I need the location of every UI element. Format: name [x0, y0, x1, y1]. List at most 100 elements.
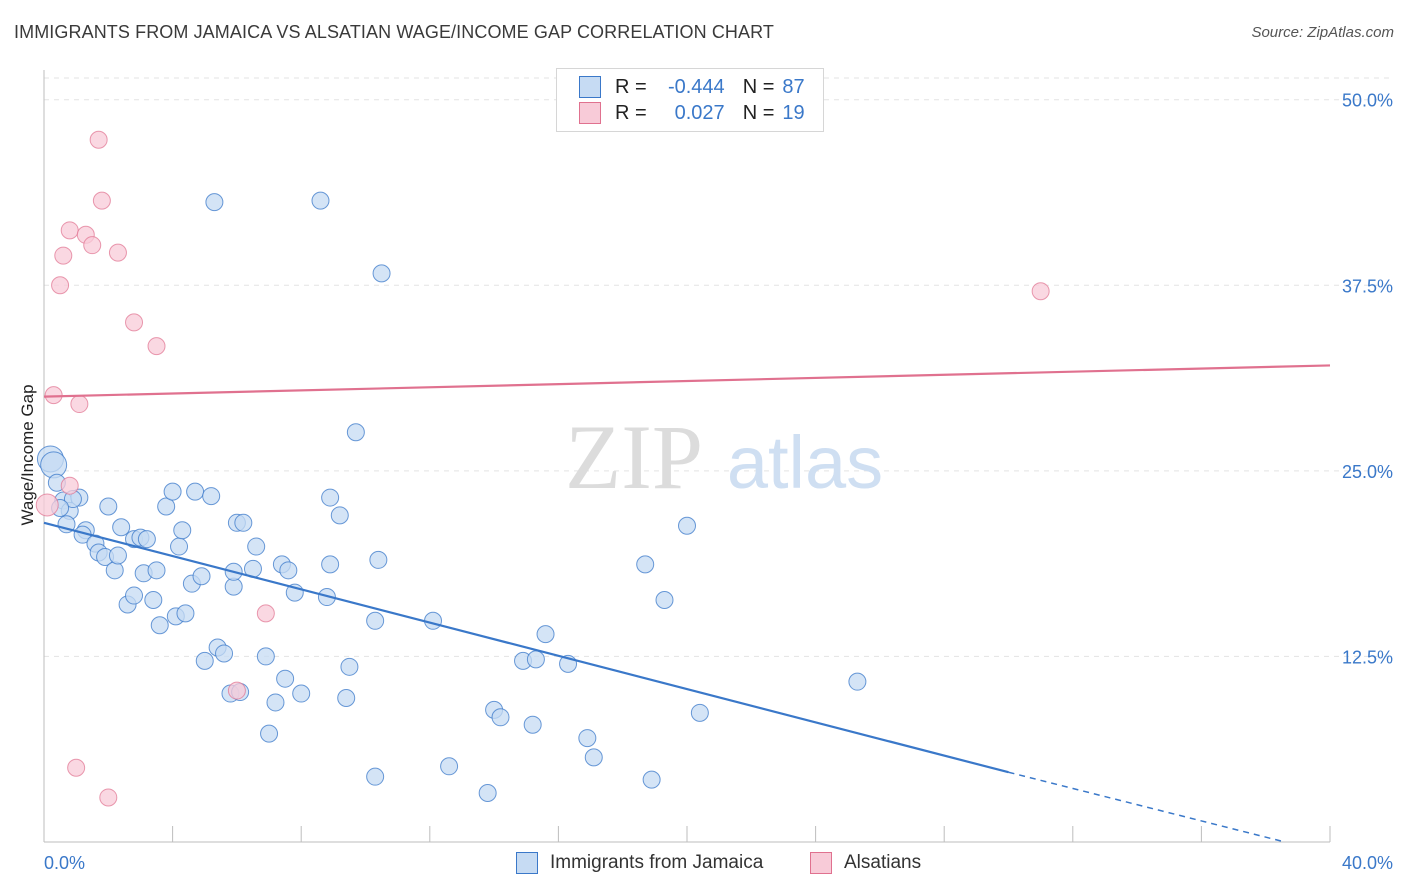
jamaica-point — [137, 530, 156, 549]
legend-n-value-jamaica: 87 — [782, 75, 805, 98]
series-label-jamaica: Immigrants from Jamaica — [550, 852, 764, 873]
legend-n-label: N = — [742, 101, 775, 124]
alsatian-point — [125, 313, 144, 332]
jamaica-point — [157, 497, 176, 516]
jamaica-point — [526, 650, 545, 669]
legend-r-label: R = — [615, 75, 647, 98]
jamaica-point — [195, 651, 214, 670]
jamaica-point — [176, 604, 195, 623]
jamaica-point — [147, 561, 166, 580]
jamaica-point — [578, 729, 597, 748]
alsatian-point — [89, 130, 108, 149]
jamaica-point — [144, 591, 163, 610]
y-tick-label: 37.5% — [1342, 276, 1393, 296]
alsatian-point — [147, 337, 166, 356]
legend-n-label: N = — [742, 75, 775, 98]
alsatian-point — [51, 276, 70, 295]
alsatian-point — [35, 493, 59, 517]
jamaica-point — [202, 487, 221, 506]
jamaica-point — [330, 506, 349, 525]
series-swatch-jamaica — [516, 852, 538, 874]
legend-r-value-jamaica: -0.444 — [667, 75, 725, 98]
x-tick-labels: 0.0% 40.0% — [44, 853, 1393, 873]
correlation-legend: R = -0.444 N = 87 R = 0.027 N = 19 — [556, 68, 824, 132]
y-tick-label: 25.0% — [1342, 462, 1393, 482]
jamaica-point — [523, 715, 542, 734]
jamaica-point — [170, 537, 189, 556]
jamaica-point — [247, 537, 266, 556]
jamaica-point — [99, 497, 118, 516]
jamaica-point — [311, 191, 330, 210]
jamaica-point — [848, 672, 867, 691]
alsatian-point — [70, 395, 89, 414]
jamaica-point — [366, 611, 385, 630]
jamaica-point — [478, 784, 497, 803]
jamaica-point — [266, 693, 285, 712]
jamaica-points — [36, 191, 867, 803]
series-swatch-alsatian — [810, 852, 832, 874]
jamaica-point — [234, 513, 253, 532]
series-label-alsatian: Alsatians — [844, 852, 922, 873]
jamaica-point — [655, 591, 674, 610]
jamaica-trend-line — [43, 521, 1009, 774]
jamaica-point — [536, 625, 555, 644]
alsatian-point — [83, 236, 102, 255]
jamaica-point — [346, 423, 365, 442]
jamaica-point — [108, 546, 127, 565]
alsatian-point — [54, 246, 73, 265]
alsatian-point — [227, 681, 246, 700]
legend-swatch-jamaica — [579, 76, 601, 98]
jamaica-point — [369, 550, 388, 569]
legend-swatch-alsatian — [579, 102, 601, 124]
jamaica-point — [192, 567, 211, 586]
watermark-zip: ZIP — [565, 406, 703, 508]
alsatian-point — [92, 191, 111, 210]
legend-row-jamaica: R = -0.444 N = 87 — [579, 74, 805, 100]
alsatian-point — [256, 604, 275, 623]
jamaica-point — [642, 770, 661, 789]
jamaica-point — [292, 684, 311, 703]
trend-lines — [43, 364, 1331, 843]
alsatian-point — [99, 788, 118, 807]
jamaica-point — [215, 644, 234, 663]
jamaica-point — [337, 688, 356, 707]
legend-row-alsatian: R = 0.027 N = 19 — [579, 100, 805, 126]
alsatian-points — [35, 130, 1050, 807]
jamaica-point — [256, 647, 275, 666]
jamaica-trend-extension — [1008, 771, 1286, 843]
watermark: ZIP atlas — [565, 406, 883, 508]
jamaica-point — [105, 561, 124, 580]
legend-r-label: R = — [615, 101, 647, 124]
jamaica-point — [366, 767, 385, 786]
jamaica-point — [321, 488, 340, 507]
y-tick-labels: 12.5% 25.0% 37.5% 50.0% — [1342, 91, 1393, 668]
alsatian-point — [1031, 282, 1050, 301]
jamaica-point — [186, 482, 205, 501]
x-tick-label: 40.0% — [1342, 853, 1393, 873]
alsatian-point — [108, 243, 127, 262]
alsatian-point — [67, 758, 86, 777]
jamaica-point — [125, 586, 144, 605]
alsatian-point — [60, 476, 79, 495]
alsatian-point — [60, 221, 79, 240]
legend-r-value-alsatian: 0.027 — [674, 101, 725, 124]
jamaica-point — [690, 703, 709, 722]
jamaica-point — [491, 708, 510, 727]
series-legend-jamaica: Immigrants from Jamaica — [516, 852, 763, 874]
series-legend-alsatian: Alsatians — [810, 852, 921, 874]
jamaica-point — [321, 555, 340, 574]
x-tick-label: 0.0% — [44, 853, 85, 873]
jamaica-point — [150, 616, 169, 635]
y-tick-label: 50.0% — [1342, 91, 1393, 111]
source-label: Source: ZipAtlas.com — [1251, 24, 1394, 41]
jamaica-point — [340, 657, 359, 676]
jamaica-point — [279, 561, 298, 580]
jamaica-point — [205, 193, 224, 212]
jamaica-point — [584, 748, 603, 767]
chart-title: IMMIGRANTS FROM JAMAICA VS ALSATIAN WAGE… — [14, 22, 774, 42]
alsatian-point — [44, 386, 63, 405]
jamaica-point — [276, 669, 295, 688]
jamaica-point — [440, 757, 459, 776]
alsatian-trend-line — [43, 364, 1331, 398]
